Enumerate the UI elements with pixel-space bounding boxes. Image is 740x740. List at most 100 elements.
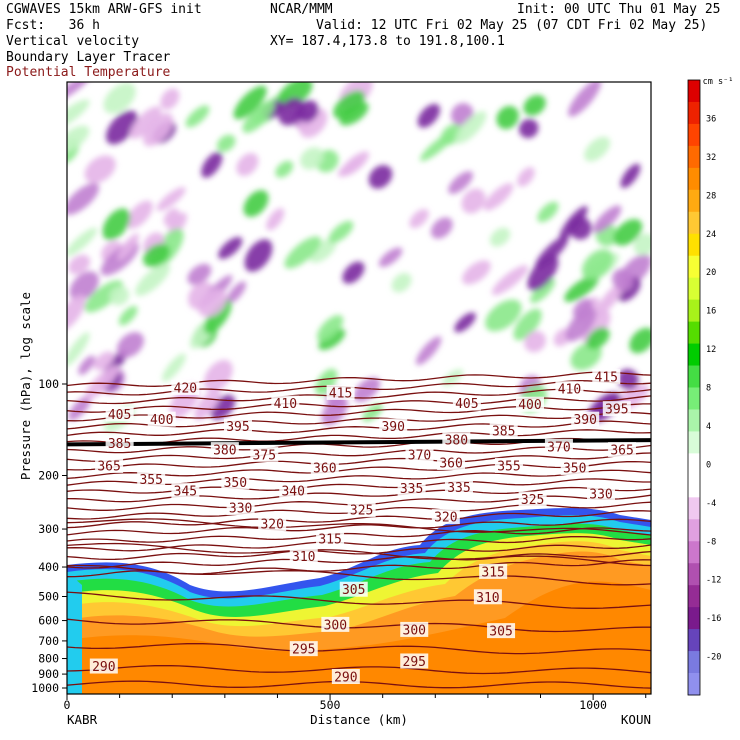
theta-label-bg <box>602 401 631 417</box>
velocity-cell <box>201 151 223 178</box>
velocity-cell <box>586 327 610 349</box>
theta-contour <box>67 518 651 536</box>
theta-contour <box>67 486 651 503</box>
velocity-cell <box>125 200 153 229</box>
colorbar-swatch <box>688 673 700 696</box>
right-endpoint-label: KOUN <box>621 712 651 727</box>
header-field-bl-tracer: Boundary Layer Tracer <box>6 50 171 65</box>
y-axis-label: Pressure (hPa), log scale <box>18 292 33 480</box>
velocity-cell <box>284 236 322 269</box>
colorbar-swatch <box>688 431 700 454</box>
theta-label-bg <box>137 471 166 487</box>
velocity-cell <box>333 90 365 119</box>
velocity-cell <box>420 130 456 162</box>
colorbar-tick-label: -20 <box>706 653 721 663</box>
colorbar-tick-label: 16 <box>706 307 716 317</box>
colorbar-swatch <box>688 211 700 235</box>
velocity-cell <box>417 103 441 128</box>
velocity-cell <box>118 305 138 326</box>
colorbar-unit: cm s⁻¹ <box>703 77 734 87</box>
theta-label-bg <box>89 658 118 674</box>
velocity-cell <box>584 136 611 162</box>
velocity-cell <box>135 263 171 296</box>
theta-label-bg <box>95 457 124 473</box>
theta-label: 370 <box>547 440 570 455</box>
colorbar-swatch <box>688 519 700 542</box>
theta-label: 295 <box>403 655 426 670</box>
velocity-cell <box>300 147 324 170</box>
velocity-cell <box>565 307 597 342</box>
y-tick-label: 600 <box>38 614 59 628</box>
colorbar-swatch <box>688 541 700 564</box>
theta-label-bg <box>489 423 518 439</box>
colorbar-tick-label: 4 <box>706 422 711 432</box>
colorbar-tick-label: 0 <box>706 460 711 470</box>
colorbar-frame <box>687 79 701 696</box>
colorbar-swatch <box>688 497 700 520</box>
theta-label-bg <box>487 623 516 639</box>
velocity-cell <box>342 261 365 284</box>
velocity-cell <box>368 165 393 189</box>
colorbar-swatch <box>688 80 700 103</box>
velocity-cell <box>483 183 514 211</box>
theta-contour <box>67 542 651 567</box>
theta-label-bg <box>431 509 460 525</box>
theta-label-bg <box>587 485 616 501</box>
theta-label: 345 <box>174 485 197 500</box>
velocity-cell <box>129 106 162 139</box>
theta-label-bg <box>171 379 200 395</box>
theta-label-bg <box>405 446 434 462</box>
header-model: CGWAVES 15km ARW-GFS init <box>6 2 202 17</box>
colorbar-swatch <box>688 277 700 301</box>
theta-label-bg <box>223 418 252 434</box>
theta-label: 290 <box>92 660 115 675</box>
theta-label: 340 <box>281 485 304 500</box>
velocity-cell <box>277 82 313 108</box>
theta-contour <box>67 544 651 561</box>
theta-label: 380 <box>445 434 468 449</box>
theta-contour <box>67 535 651 552</box>
y-tick-label: 400 <box>38 560 59 574</box>
theta-label-bg <box>400 653 429 669</box>
theta-contour <box>67 380 651 396</box>
theta-label: 395 <box>226 420 249 435</box>
theta-label: 360 <box>313 462 336 477</box>
velocity-cell <box>535 235 569 269</box>
velocity-cell <box>243 190 269 217</box>
velocity-cell <box>409 209 429 229</box>
theta-label-bg <box>479 563 508 579</box>
theta-label: 335 <box>447 481 470 496</box>
theta-label-bg <box>444 479 473 495</box>
velocity-cell <box>613 219 643 246</box>
theta-label-bg <box>221 474 250 490</box>
theta-label-bg <box>105 406 134 422</box>
plot-frame <box>66 81 652 695</box>
theta-contour <box>67 550 651 569</box>
velocity-cell <box>226 281 247 304</box>
x-axis: 0 500 1000 <box>64 694 647 712</box>
velocity-cell <box>278 97 305 126</box>
velocity-cell <box>187 263 212 285</box>
velocity-cell <box>378 247 403 268</box>
theta-label-bg <box>321 616 350 632</box>
colorbar-tick-label: -12 <box>706 576 721 586</box>
theta-label: 310 <box>476 591 499 606</box>
velocity-cell <box>339 101 369 126</box>
velocity-cell <box>496 105 519 130</box>
theta-label: 305 <box>489 625 512 640</box>
velocity-cell <box>353 377 381 402</box>
theta-label: 355 <box>497 459 520 474</box>
velocity-cell <box>236 153 259 176</box>
theta-label-bg <box>271 395 300 411</box>
velocity-cell <box>594 280 626 317</box>
theta-label-bg <box>316 531 345 547</box>
theta-label-bg <box>339 581 368 597</box>
velocity-cell <box>633 233 651 256</box>
velocity-cell <box>67 332 90 367</box>
theta-label: 390 <box>381 420 404 435</box>
theta-label: 400 <box>150 413 173 428</box>
velocity-cell <box>67 227 98 257</box>
theta-label: 310 <box>292 550 315 565</box>
velocity-cell <box>362 403 383 422</box>
left-endpoint-label: KABR <box>67 712 98 727</box>
